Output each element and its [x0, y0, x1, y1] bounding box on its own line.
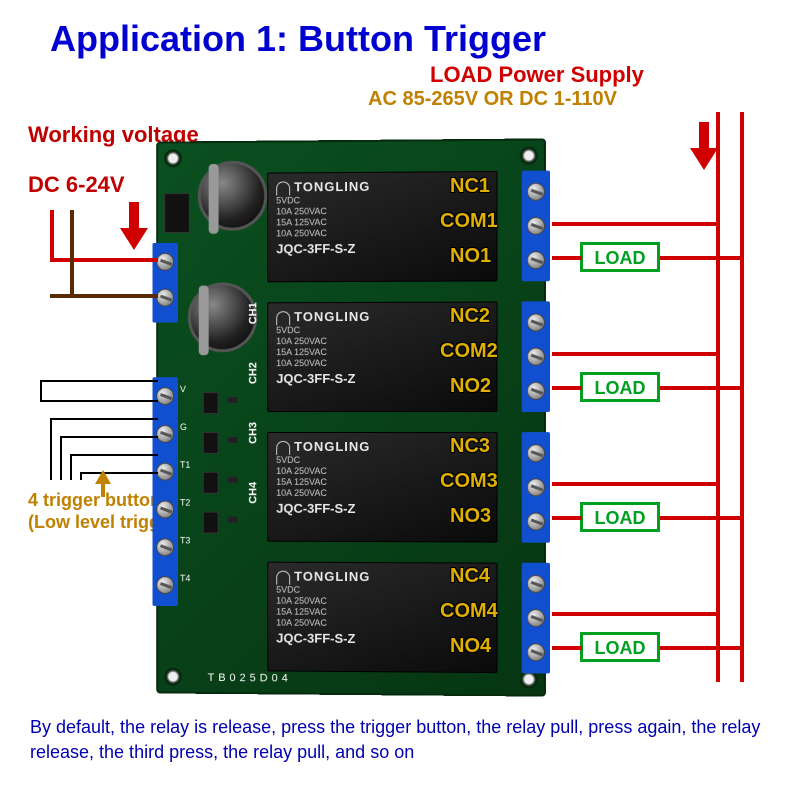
- wire-load4-out: [660, 646, 744, 650]
- footer-description: By default, the relay is release, press …: [30, 715, 770, 765]
- channel-label: CH3: [247, 422, 259, 444]
- optocoupler-icon: [203, 472, 219, 494]
- wire-trigger-t1: [50, 418, 158, 420]
- terminal-label-nc4: NC4: [450, 565, 490, 588]
- wire-com3: [552, 482, 720, 486]
- working-voltage-value: DC 6-24V: [28, 172, 125, 198]
- pin-label: T2: [180, 498, 190, 508]
- ic-chip-icon: [164, 193, 190, 233]
- wire-no4: [552, 646, 582, 650]
- optocoupler-icon: [203, 392, 219, 414]
- trigger-note-line1: 4 trigger buttons: [28, 490, 171, 511]
- wire-supply-rail: [740, 112, 744, 682]
- pin-label: G: [180, 422, 187, 432]
- load-supply-subtitle: AC 85-265V OR DC 1-110V: [368, 88, 617, 111]
- load-box-4: LOAD: [580, 632, 660, 662]
- wire-trigger-t4: [80, 472, 158, 474]
- load-box-2: LOAD: [580, 372, 660, 402]
- terminal-label-nc3: NC3: [450, 435, 490, 458]
- output-terminal-block: [522, 301, 550, 412]
- wire-vin-pos-v: [50, 210, 54, 260]
- arrow-working-voltage-icon: [120, 228, 148, 250]
- terminal-label-com2: COM2: [440, 340, 498, 363]
- pin-label: T4: [180, 573, 190, 583]
- wire-com2: [552, 352, 720, 356]
- trigger-terminal-block: [152, 377, 178, 606]
- optocoupler-icon: [203, 432, 219, 454]
- output-terminal-block: [522, 563, 550, 674]
- wire-vin-neg: [50, 294, 158, 298]
- wire-trigger-g: [40, 400, 158, 402]
- output-terminal-block: [522, 432, 550, 543]
- terminal-label-com4: COM4: [440, 600, 498, 623]
- wire-vin-neg-v: [70, 210, 74, 296]
- wire-load1-out: [660, 256, 744, 260]
- capacitor-icon: [198, 161, 267, 231]
- terminal-label-com1: COM1: [440, 210, 498, 233]
- channel-label: CH1: [247, 302, 259, 324]
- channel-label: CH4: [247, 482, 259, 504]
- wire-supply-rail: [716, 112, 720, 682]
- wire-load3-out: [660, 516, 744, 520]
- load-box-3: LOAD: [580, 502, 660, 532]
- arrow-load-supply-icon: [690, 148, 718, 170]
- terminal-label-nc1: NC1: [450, 175, 490, 198]
- terminal-label-no3: NO3: [450, 505, 491, 528]
- wire-trigger-v: [40, 380, 158, 382]
- wire-vin-pos: [50, 258, 158, 262]
- input-terminal-block: [152, 243, 178, 323]
- wire-no3: [552, 516, 582, 520]
- terminal-label-no1: NO1: [450, 245, 491, 268]
- load-supply-title: LOAD Power Supply: [430, 62, 644, 88]
- terminal-label-nc2: NC2: [450, 305, 490, 328]
- pin-label: T1: [180, 460, 190, 470]
- pin-label: T3: [180, 535, 190, 545]
- terminal-label-no2: NO2: [450, 375, 491, 398]
- load-box-1: LOAD: [580, 242, 660, 272]
- output-terminal-block: [522, 171, 550, 282]
- wire-com4: [552, 612, 720, 616]
- wire-com1: [552, 222, 720, 226]
- pin-label: V: [180, 384, 186, 394]
- wire-load2-out: [660, 386, 744, 390]
- wire-trigger-t3: [70, 454, 158, 456]
- terminal-label-no4: NO4: [450, 635, 491, 658]
- wire-trigger-t2: [60, 436, 158, 438]
- wire-no2: [552, 386, 582, 390]
- pcb-silkscreen-text: TB025D04: [208, 672, 292, 685]
- channel-label: CH2: [247, 362, 259, 384]
- terminal-label-com3: COM3: [440, 470, 498, 493]
- page-title: Application 1: Button Trigger: [50, 18, 546, 60]
- arrow-trigger-note-icon: [95, 470, 111, 484]
- wire-no1: [552, 256, 582, 260]
- optocoupler-icon: [203, 512, 219, 534]
